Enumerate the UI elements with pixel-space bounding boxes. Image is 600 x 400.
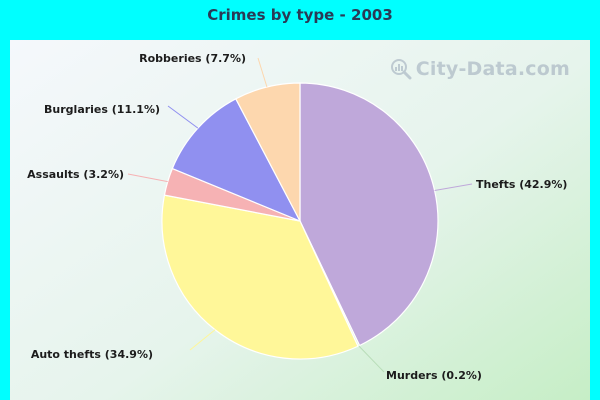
slice-leader-line xyxy=(127,173,168,183)
slice-leader-line xyxy=(167,105,199,129)
pie-slice xyxy=(234,82,301,222)
pie-slice xyxy=(161,194,359,360)
watermark: City-Data.com xyxy=(390,58,570,80)
slice-label: Assaults (3.2%) xyxy=(27,168,124,181)
slice-leader-line xyxy=(257,57,268,88)
pie-slice xyxy=(299,82,439,347)
slice-label: Auto thefts (34.9%) xyxy=(31,348,153,361)
slice-leader-line xyxy=(189,329,216,351)
slice-label: Thefts (42.9%) xyxy=(476,178,567,191)
chart-title: Crimes by type - 2003 xyxy=(207,6,393,24)
slice-leader-line xyxy=(358,345,385,373)
slice-leader-line xyxy=(434,183,473,191)
slice-label: Robberies (7.7%) xyxy=(139,52,246,65)
slice-label: Burglaries (11.1%) xyxy=(44,103,160,116)
slice-label: Murders (0.2%) xyxy=(386,369,482,382)
watermark-text: City-Data.com xyxy=(415,58,570,80)
magnifier-chart-icon xyxy=(390,59,412,80)
